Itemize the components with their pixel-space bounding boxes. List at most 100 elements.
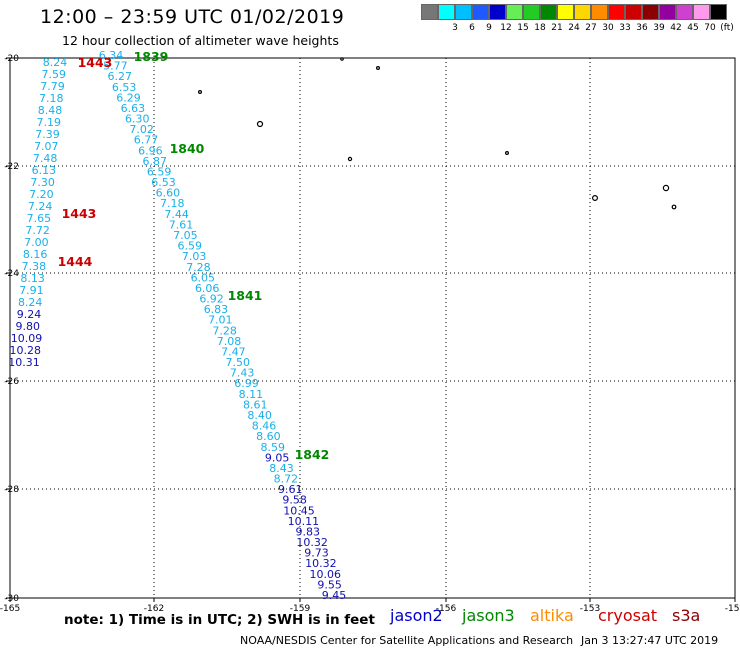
legend-swatch — [506, 4, 523, 20]
legend-label: 27 — [585, 23, 597, 33]
swh-value-track-1839: 6.27 — [107, 70, 132, 83]
swh-value-track-1839: 9.83 — [296, 525, 321, 538]
swh-value-track-1839: 6.92 — [199, 293, 224, 306]
legend-label: 30 — [602, 23, 614, 33]
swh-value-track-1839: 8.72 — [274, 473, 299, 486]
satellite-s3a: s3a — [672, 606, 701, 625]
legend-label: 15 — [517, 23, 529, 33]
units-note: note: 1) Time is in UTC; 2) SWH is in fe… — [64, 612, 375, 628]
swh-value-track-1839: 8.61 — [243, 398, 268, 411]
swh-value-track-1839: 7.02 — [129, 123, 154, 136]
swh-value-track-1443: 10.09 — [11, 332, 43, 345]
swh-value-track-1839: 6.34 — [99, 49, 124, 62]
swh-value-track-1839: 8.60 — [256, 430, 281, 443]
latitude-label: -30 — [4, 594, 19, 604]
swh-value-track-1839: 10.11 — [288, 515, 320, 528]
legend-label: 42 — [670, 23, 682, 33]
legend-swatch — [693, 4, 710, 20]
credit-line: NOAA/NESDIS Center for Satellite Applica… — [240, 634, 574, 647]
swh-value-track-1839: 6.99 — [234, 377, 259, 390]
latitude-label: -28 — [4, 485, 19, 495]
map-title: 12:00 – 23:59 UTC 01/02/2019 — [40, 6, 345, 28]
longitude-label: -156 — [436, 604, 457, 614]
color-legend: 3 6 9 12 15 18 21 24 27 30 33 36 39 42 45 70 (ft) — [421, 4, 734, 38]
swh-value-track-1839: 7.08 — [217, 335, 242, 348]
legend-swatch — [523, 4, 540, 20]
swh-value-track-1839: 7.44 — [164, 208, 189, 221]
latitude-label: -24 — [4, 269, 19, 279]
legend-label: 18 — [534, 23, 546, 33]
legend-swatch — [574, 4, 591, 20]
satellite-jason2: jason2 — [390, 606, 443, 625]
swh-value-track-1839: 6.29 — [116, 91, 141, 104]
swh-value-track-1443: 7.79 — [40, 80, 65, 93]
swh-value-track-1839: 6.77 — [134, 134, 159, 147]
swh-value-track-1839: 10.45 — [283, 504, 315, 517]
legend-label: 33 — [619, 23, 631, 33]
swh-value-track-1443: 8.48 — [38, 104, 63, 117]
swh-value-track-1839: 7.28 — [186, 261, 211, 274]
swh-value-track-1839: 6.59 — [177, 240, 202, 253]
swh-value-track-1443: 7.30 — [30, 176, 55, 189]
longitude-label: -159 — [290, 604, 311, 614]
generation-timestamp: Jan 3 13:27:47 UTC 2019 — [581, 634, 719, 647]
swh-value-track-1839: 6.53 — [112, 81, 137, 94]
swh-value-track-1443: 6.13 — [32, 164, 57, 177]
swh-value-track-1839: 8.46 — [252, 420, 277, 433]
swh-value-track-1443: 7.39 — [35, 128, 60, 141]
swh-value-track-1839: 9.73 — [304, 547, 329, 560]
swh-value-track-1443: 7.19 — [37, 116, 62, 129]
swh-value-track-1839: 10.06 — [310, 568, 342, 581]
latitude-label: -20 — [4, 54, 19, 64]
swh-value-track-1839: 7.61 — [169, 218, 194, 231]
swh-value-track-1839: 8.11 — [239, 388, 264, 401]
swh-value-track-1839: 6.59 — [147, 165, 172, 178]
swh-value-track-1443: 10.31 — [8, 356, 40, 369]
satellite-cryosat: cryosat — [598, 606, 658, 625]
swh-value-track-1443: 8.16 — [23, 248, 48, 261]
longitude-label: -150 — [725, 604, 740, 614]
legend-swatch — [438, 4, 455, 20]
swh-value-track-1443: 7.38 — [22, 260, 47, 273]
legend-label: 9 — [486, 23, 492, 33]
swh-value-track-1839: 6.63 — [121, 102, 146, 115]
swh-value-track-1839: 6.60 — [156, 187, 181, 200]
swh-value-track-1839: 8.40 — [247, 409, 272, 422]
swh-value-track-1839: 6.53 — [151, 176, 176, 189]
swh-value-track-1443: 8.13 — [20, 272, 45, 285]
swh-value-track-1839: 8.43 — [269, 462, 294, 475]
pass-label: 1841 — [228, 288, 263, 303]
legend-label: 45 — [687, 23, 699, 33]
swh-value-track-1839: 9.55 — [317, 578, 342, 591]
swh-value-track-1839: 6.06 — [195, 282, 220, 295]
swh-value-track-1839: 9.58 — [282, 494, 307, 507]
legend-label: 36 — [636, 23, 648, 33]
pass-label: 1842 — [295, 447, 330, 462]
island-outline — [198, 89, 203, 94]
legend-swatch — [591, 4, 608, 20]
swh-value-track-1443: 7.07 — [34, 140, 59, 153]
longitude-label: -165 — [0, 604, 20, 614]
swh-value-track-1839: 6.96 — [138, 144, 163, 157]
pass-label: 1839 — [134, 49, 169, 64]
latitude-label: -26 — [4, 377, 19, 387]
map-subtitle: 12 hour collection of altimeter wave hei… — [62, 33, 339, 48]
pass-label: 1840 — [170, 141, 205, 156]
longitude-label: -153 — [580, 604, 600, 614]
swh-value-track-1443: 7.18 — [39, 92, 64, 105]
swh-value-track-1839: 10.32 — [296, 536, 328, 549]
legend-label: 70 — [704, 23, 716, 33]
island-outline — [591, 195, 598, 202]
swh-value-track-1443: 9.80 — [15, 320, 40, 333]
legend-swatch — [642, 4, 659, 20]
legend-swatch — [540, 4, 557, 20]
island-outline — [347, 156, 353, 162]
swh-value-track-1839: 7.03 — [182, 250, 207, 263]
swh-value-track-1839: 7.05 — [173, 229, 198, 242]
legend-swatch — [421, 4, 438, 20]
swh-value-track-1839: 7.43 — [230, 367, 255, 380]
map-frame — [9, 57, 736, 599]
legend-swatch — [659, 4, 676, 20]
island-outline — [340, 57, 344, 61]
legend-swatch — [676, 4, 693, 20]
